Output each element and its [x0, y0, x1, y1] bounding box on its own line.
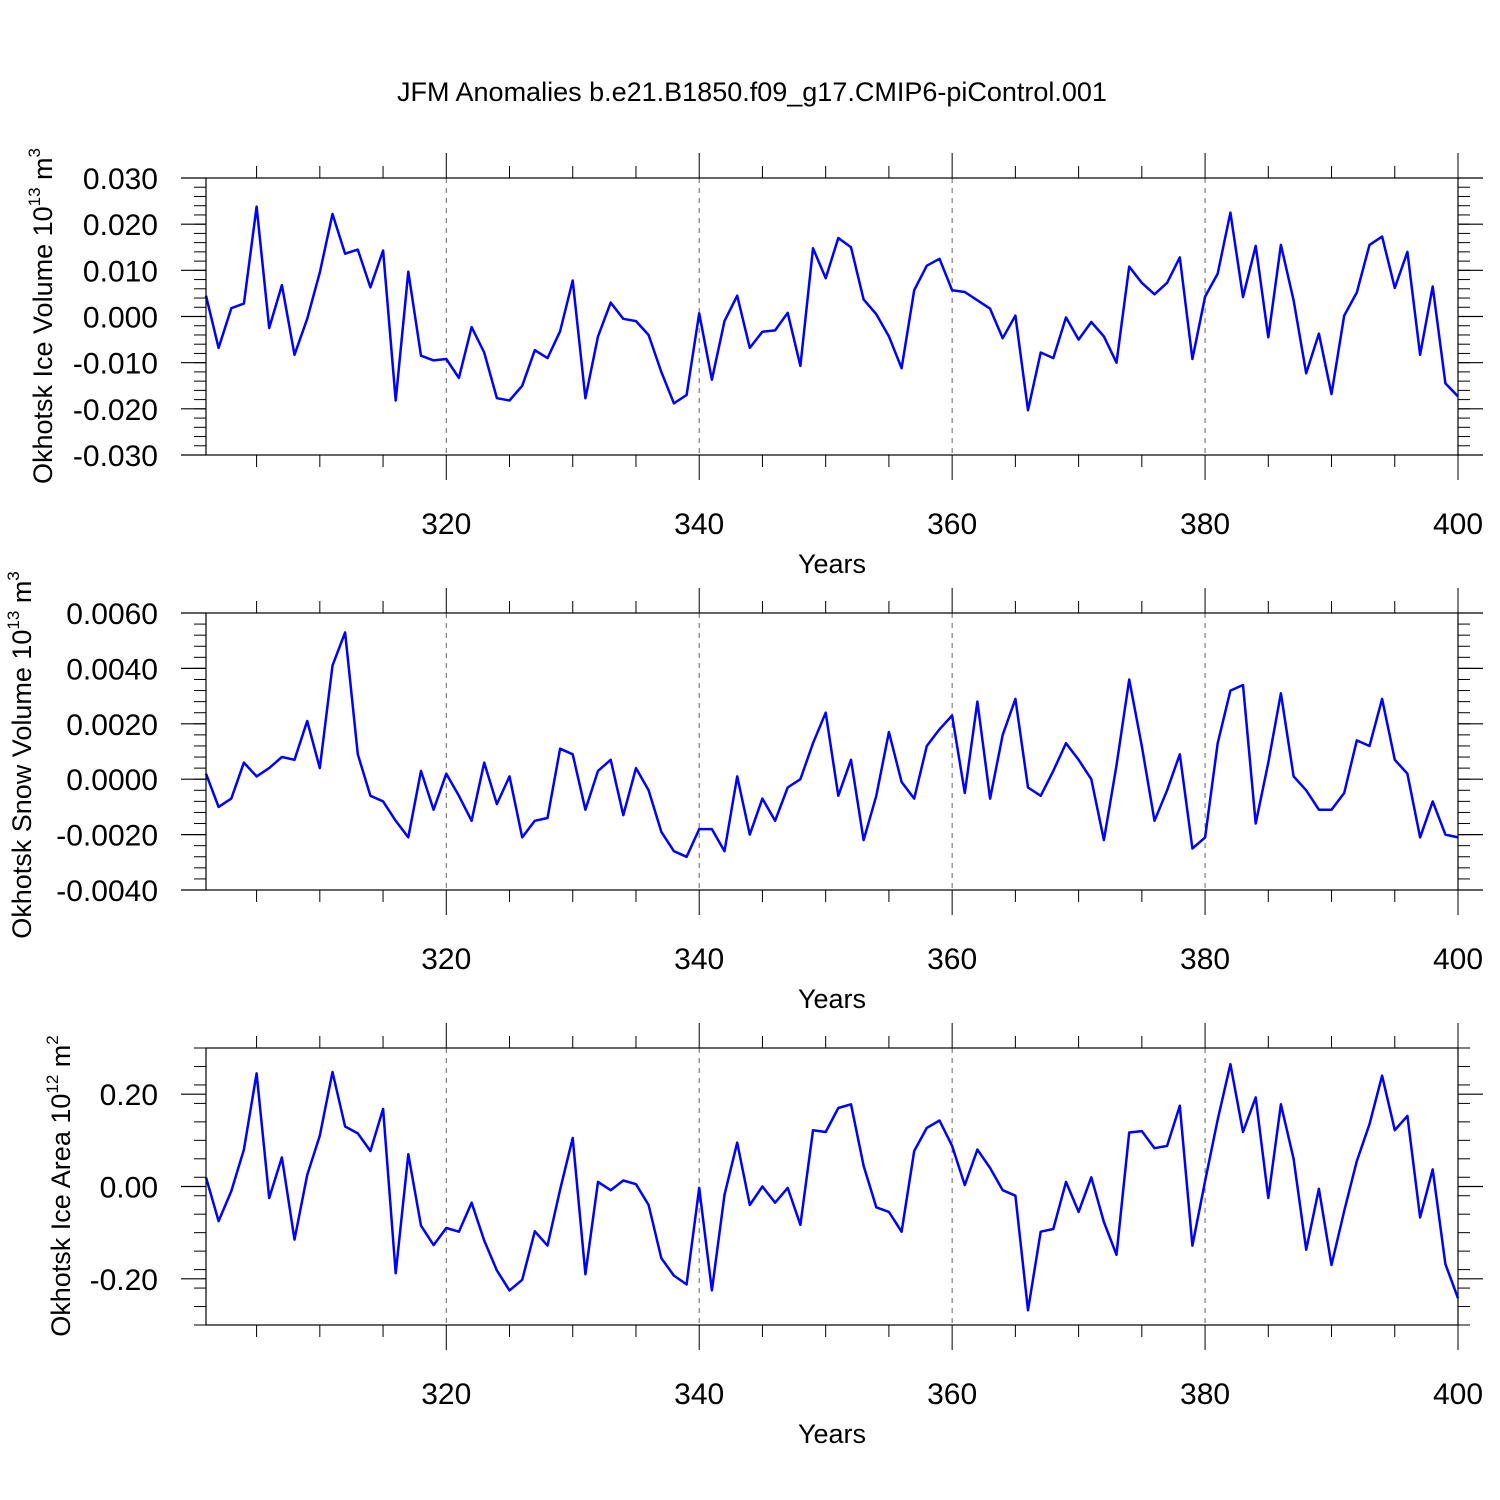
chart0-plot-frame: [205, 177, 1459, 456]
chart1-xtick-label: 380: [1180, 943, 1230, 976]
chart1-ytick-label: 0.0000: [66, 764, 158, 797]
chart0-xtick-label: 360: [927, 508, 977, 541]
chart1-plot-frame: [205, 612, 1459, 891]
snow-volume-panel: -0.0040 -0.0020 0.0000 0.0020 0.0040 0.0060 32…: [4, 571, 1483, 1014]
chart2-series-line: [204, 1062, 1460, 1312]
chart1-y-axis-label: Okhotsk Snow Volume 1013 m3: [4, 571, 37, 939]
chart2-x-axis-label: Years: [798, 1419, 866, 1449]
chart2-xtick-label: 320: [421, 1378, 471, 1411]
chart0-xtick-label: 320: [421, 508, 471, 541]
chart0-ytick-label: 0.030: [83, 163, 158, 196]
chart1-xtick-label: 320: [421, 943, 471, 976]
main-title: JFM Anomalies b.e21.B1850.f09_g17.CMIP6-…: [397, 77, 1107, 107]
chart1-series-line: [204, 631, 1459, 859]
chart0-ytick-label: -0.010: [73, 348, 158, 381]
chart2-ytick-label: 0.20: [100, 1079, 158, 1112]
chart0-y-axis-label: Okhotsk Ice Volume 1013 m3: [25, 148, 58, 484]
chart0-ytick-label: 0.000: [83, 302, 158, 335]
chart1-xtick-label: 340: [674, 943, 724, 976]
chart1-ytick-label: 0.0060: [66, 598, 158, 631]
chart1-x-axis-label: Years: [798, 984, 866, 1014]
chart2-ytick-label: -0.20: [90, 1264, 158, 1297]
chart0-xtick-label: 340: [674, 508, 724, 541]
ice-volume-panel: -0.030 -0.020 -0.010 0.000 0.010 0.020 0.030 32…: [25, 148, 1483, 579]
chart1-xtick-label: 400: [1433, 943, 1483, 976]
chart0-ytick-label: 0.020: [83, 209, 158, 242]
chart1-ytick-label: 0.0040: [66, 653, 158, 686]
chart1-ytick-label: -0.0020: [56, 820, 158, 853]
chart2-xtick-label: 340: [674, 1378, 724, 1411]
chart0-xtick-label: 400: [1433, 508, 1483, 541]
chart2-xtick-label: 360: [927, 1378, 977, 1411]
chart0-ytick-label: -0.030: [73, 440, 158, 473]
chart0-series-line: [204, 205, 1459, 412]
chart0-xtick-label: 380: [1180, 508, 1230, 541]
chart0-ytick-label: -0.020: [73, 394, 158, 427]
chart2-plot-frame: [205, 1047, 1459, 1326]
ice-area-panel: -0.20 0.00 0.20 320 340 360 380 400 Years Okhotsk…: [43, 1023, 1483, 1449]
chart2-y-axis-label: Okhotsk Ice Area 1012 m2: [43, 1035, 76, 1337]
chart1-ytick-label: -0.0040: [56, 875, 158, 908]
chart0-ytick-label: 0.010: [83, 255, 158, 288]
chart2-ytick-label: 0.00: [100, 1172, 158, 1205]
chart1-ytick-label: 0.0020: [66, 709, 158, 742]
chart2-xtick-label: 380: [1180, 1378, 1230, 1411]
chart0-x-axis-label: Years: [798, 549, 866, 579]
chart2-xtick-label: 400: [1433, 1378, 1483, 1411]
chart1-xtick-label: 360: [927, 943, 977, 976]
